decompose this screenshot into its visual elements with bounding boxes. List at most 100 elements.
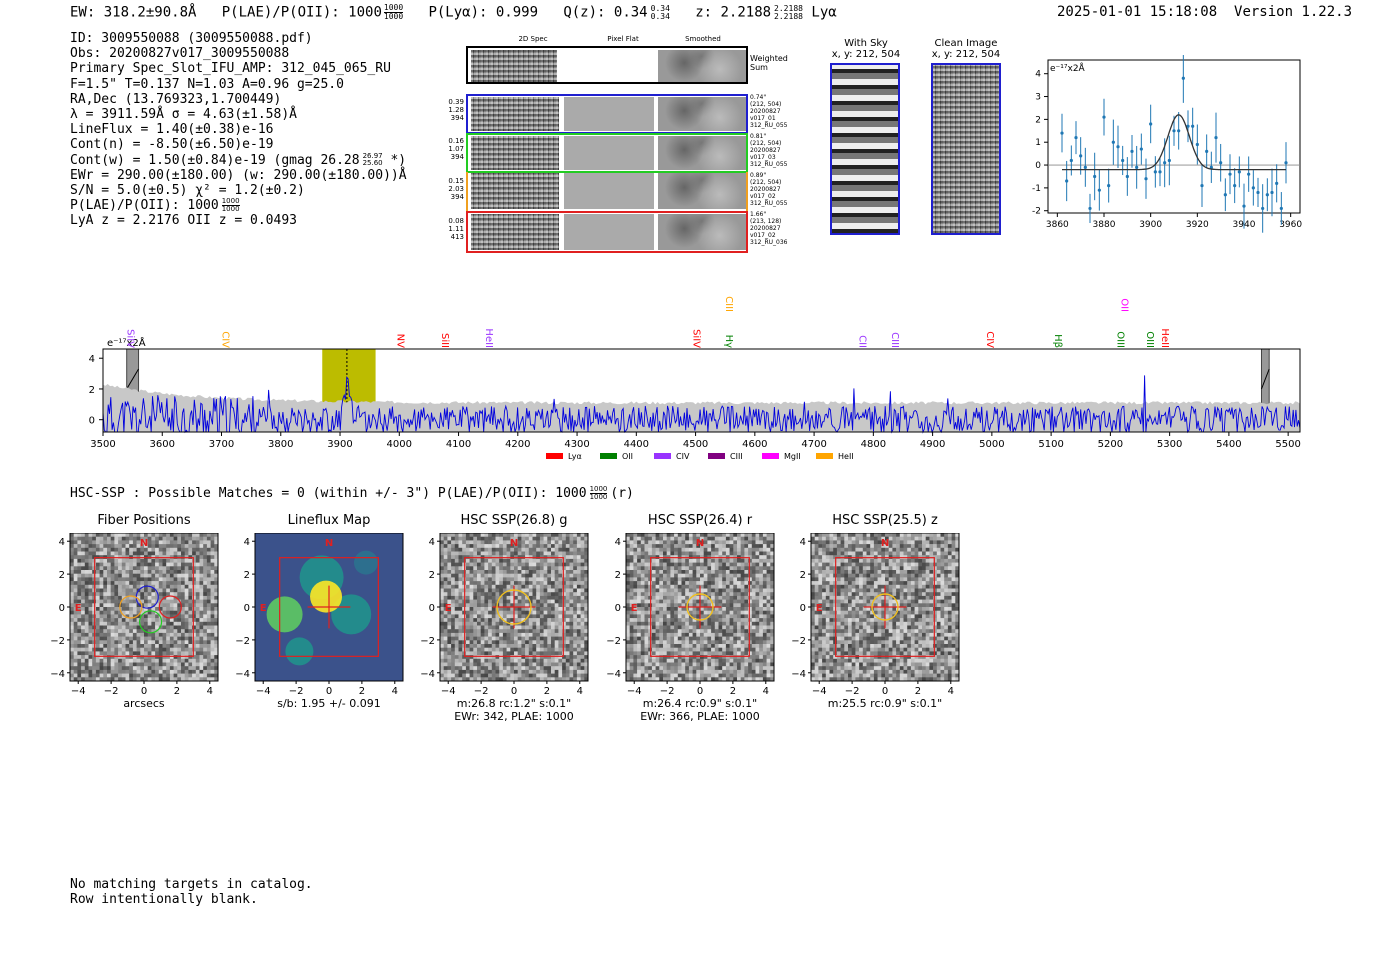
- noise-pixel: [521, 544, 526, 549]
- noise-pixel: [210, 533, 215, 537]
- noise-pixel: [532, 647, 537, 652]
- noise-pixel: [88, 581, 93, 586]
- noise-pixel: [569, 544, 574, 549]
- noise-pixel: [162, 603, 167, 608]
- noise-pixel: [118, 651, 123, 656]
- noise-pixel: [711, 599, 716, 604]
- noise-pixel: [748, 632, 753, 637]
- noise-pixel: [729, 625, 734, 630]
- noise-pixel: [465, 584, 470, 589]
- noise-pixel: [77, 584, 82, 589]
- noise-pixel: [536, 547, 541, 552]
- x-tick-label: 3960: [1279, 220, 1302, 230]
- noise-pixel: [640, 655, 645, 660]
- noise-pixel: [514, 647, 518, 652]
- noise-pixel: [195, 607, 200, 611]
- hsc-panel-caption: m:26.8 rc:1.2" s:0.1" EWr: 342, PLAE: 100…: [434, 697, 594, 723]
- noise-pixel: [651, 573, 656, 578]
- noise-pixel: [681, 547, 686, 552]
- noise-pixel: [562, 573, 567, 578]
- noise-pixel: [517, 644, 522, 648]
- noise-pixel: [147, 658, 152, 663]
- noise-pixel: [737, 584, 741, 589]
- noise-pixel: [536, 669, 541, 674]
- noise-pixel: [737, 666, 741, 671]
- noise-pixel: [751, 655, 756, 660]
- noise-pixel: [95, 629, 100, 634]
- noise-pixel: [696, 581, 701, 586]
- noise-pixel: [532, 629, 537, 634]
- noise-pixel: [203, 610, 208, 615]
- noise-pixel: [188, 662, 193, 667]
- noise-pixel: [674, 647, 679, 652]
- noise-pixel: [88, 625, 93, 630]
- noise-pixel: [525, 673, 530, 678]
- noise-pixel: [488, 655, 493, 660]
- noise-pixel: [214, 640, 219, 645]
- noise-pixel: [491, 581, 496, 586]
- noise-pixel: [539, 636, 544, 641]
- noise-pixel: [692, 618, 697, 623]
- noise-pixel: [84, 544, 89, 549]
- noise-pixel: [528, 618, 533, 623]
- noise-pixel: [565, 625, 570, 630]
- noise-pixel: [510, 607, 515, 611]
- noise-pixel: [528, 547, 533, 552]
- noise-pixel: [543, 632, 548, 637]
- noise-pixel: [688, 551, 693, 556]
- noise-pixel: [484, 610, 489, 615]
- noise-pixel: [580, 544, 585, 549]
- noise-pixel: [210, 651, 215, 656]
- data-point: [1060, 131, 1064, 135]
- noise-pixel: [121, 640, 126, 645]
- noise-pixel: [499, 644, 504, 648]
- noise-pixel: [107, 547, 111, 552]
- noise-pixel: [162, 629, 167, 634]
- noise-pixel: [110, 614, 115, 619]
- noise-pixel: [655, 588, 660, 593]
- noise-pixel: [637, 669, 642, 674]
- data-point: [1074, 136, 1078, 140]
- x-tick-label: −4: [441, 686, 456, 697]
- noise-pixel: [210, 662, 215, 667]
- noise-pixel: [528, 533, 533, 537]
- noise-pixel: [670, 655, 675, 660]
- noise-pixel: [674, 625, 679, 630]
- noise-pixel: [521, 629, 526, 634]
- noise-pixel: [443, 644, 448, 648]
- noise-pixel: [748, 599, 753, 604]
- noise-pixel: [644, 658, 649, 663]
- noise-pixel: [458, 640, 463, 645]
- noise-pixel: [158, 592, 163, 597]
- noise-pixel: [748, 555, 753, 560]
- noise-pixel: [95, 618, 100, 623]
- noise-pixel: [465, 621, 470, 626]
- noise-pixel: [480, 558, 485, 563]
- noise-pixel: [95, 614, 100, 619]
- noise-pixel: [488, 551, 493, 556]
- noise-pixel: [199, 562, 204, 567]
- noise-pixel: [685, 677, 690, 682]
- noise-pixel: [173, 610, 178, 615]
- noise-pixel: [77, 632, 82, 637]
- noise-pixel: [633, 592, 638, 597]
- noise-pixel: [454, 570, 459, 574]
- noise-pixel: [184, 677, 189, 682]
- noise-pixel: [554, 584, 559, 589]
- noise-pixel: [718, 570, 723, 574]
- noise-pixel: [214, 632, 219, 637]
- noise-pixel: [737, 644, 741, 648]
- noise-pixel: [696, 573, 701, 578]
- noise-pixel: [674, 573, 679, 578]
- noise-pixel: [670, 592, 675, 597]
- noise-pixel: [576, 588, 581, 593]
- noise-pixel: [685, 588, 690, 593]
- noise-pixel: [547, 573, 552, 578]
- noise-pixel: [637, 621, 642, 626]
- noise-pixel: [655, 669, 660, 674]
- noise-pixel: [495, 584, 500, 589]
- noise-pixel: [210, 618, 215, 623]
- noise-pixel: [169, 625, 174, 630]
- noise-pixel: [188, 618, 193, 623]
- noise-pixel: [685, 540, 690, 545]
